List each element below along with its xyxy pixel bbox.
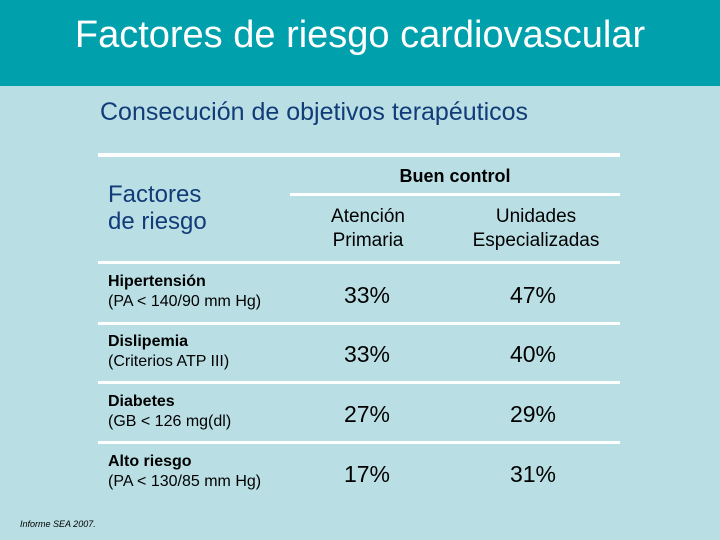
primary-care-value: 17% <box>343 461 391 487</box>
risk-factors-column-header: Factores de riesgo <box>108 181 207 235</box>
group-header-rule <box>290 193 620 196</box>
specialized-units-value: 31% <box>509 461 557 487</box>
risk-factor-name: Dislipemia <box>108 333 189 350</box>
table-row-label: Alto riesgo (PA < 130/85 mm Hg) <box>108 452 261 492</box>
row-divider <box>98 322 620 325</box>
header-bottom-rule <box>98 261 620 264</box>
slide-header: Factores de riesgo cardiovascular <box>0 0 720 86</box>
risk-factor-criterion: (Criterios ATP III) <box>108 353 230 370</box>
risk-factor-name: Alto riesgo <box>108 453 192 470</box>
primary-care-value: 27% <box>343 401 391 427</box>
primary-care-value: 33% <box>343 341 391 367</box>
specialized-units-value: 40% <box>509 341 557 367</box>
specialized-units-value: 47% <box>509 282 557 308</box>
specialized-units-value: 29% <box>509 401 557 427</box>
row-divider <box>98 441 620 444</box>
risk-factor-criterion: (PA < 130/85 mm Hg) <box>108 473 262 490</box>
slide-title: Factores de riesgo cardiovascular <box>74 14 646 56</box>
table-row-label: Dislipemia (Criterios ATP III) <box>108 332 229 372</box>
table-top-rule <box>98 153 620 157</box>
good-control-group-header: Buen control <box>399 166 511 186</box>
row-divider <box>98 381 620 384</box>
primary-care-value: 33% <box>343 282 391 308</box>
risk-factor-criterion: (PA < 140/90 mm Hg) <box>108 293 262 310</box>
specialized-units-column-header: Unidades Especializadas <box>472 206 600 251</box>
table-row-label: Diabetes (GB < 126 mg(dl) <box>108 392 231 432</box>
risk-factor-name: Hipertensión <box>108 273 206 290</box>
risk-factor-criterion: (GB < 126 mg(dl) <box>108 413 232 430</box>
risk-factor-name: Diabetes <box>108 393 175 410</box>
slide-subtitle: Consecución de objetivos terapéuticos <box>100 98 529 126</box>
source-note: Informe SEA 2007. <box>20 519 96 529</box>
table-row-label: Hipertensión (PA < 140/90 mm Hg) <box>108 272 261 312</box>
primary-care-column-header: Atención Primaria <box>331 206 405 251</box>
